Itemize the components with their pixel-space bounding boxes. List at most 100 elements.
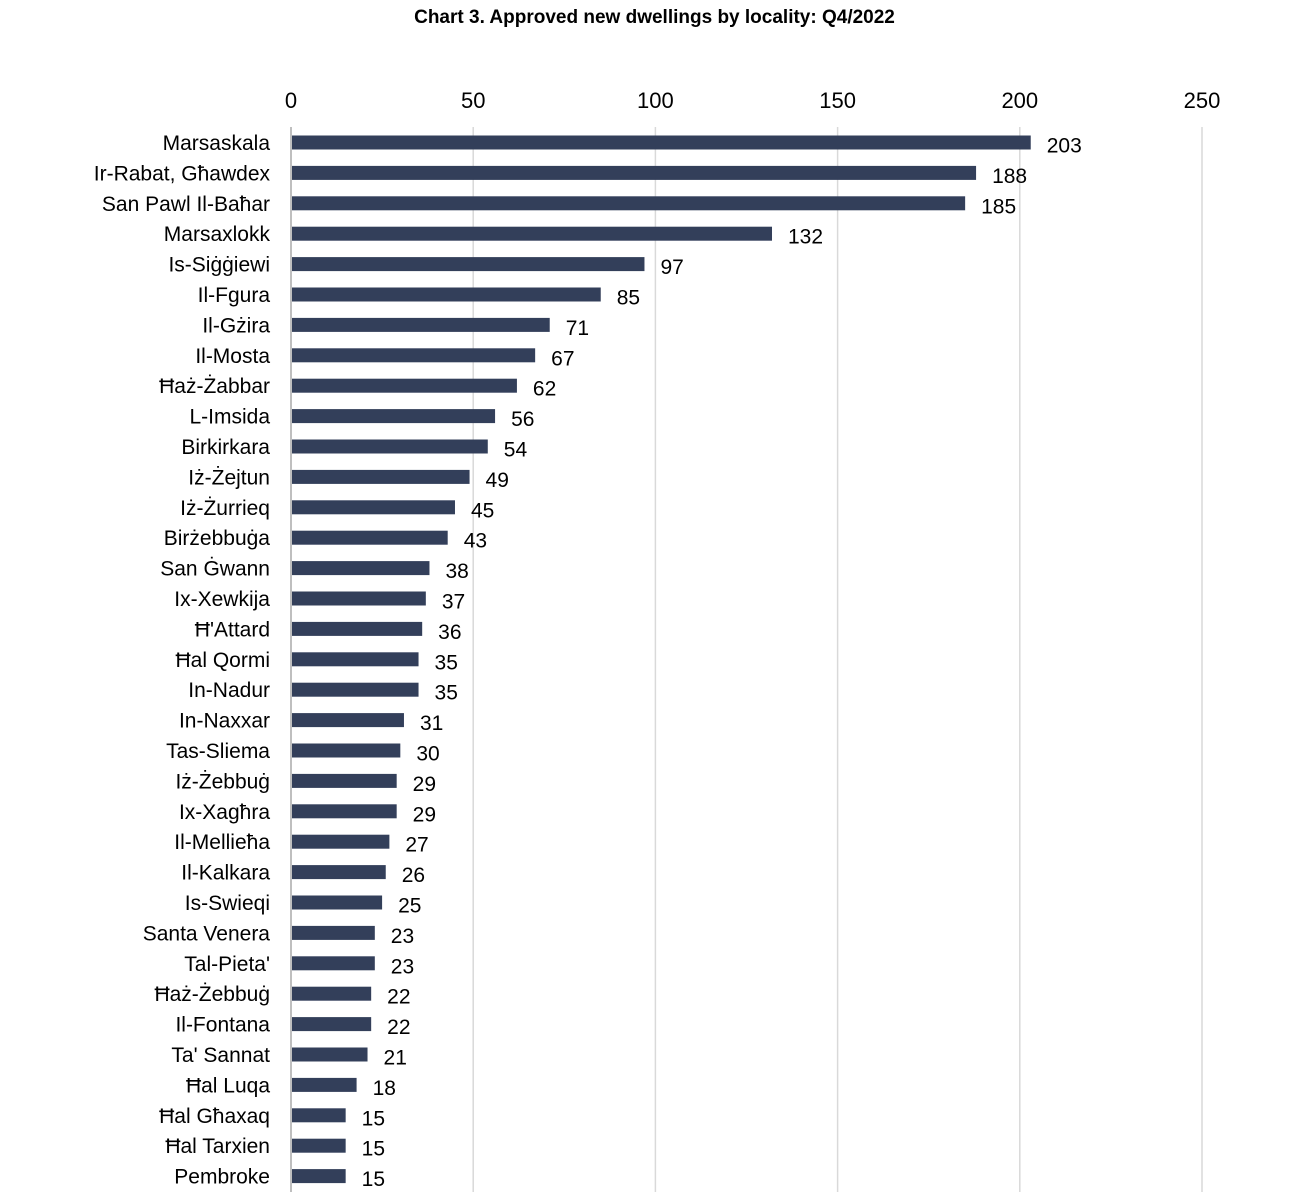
bar-il-mosta-7 (291, 348, 536, 363)
bar-iz-zebbug-21 (291, 773, 397, 788)
category-label-il-gzira-6: Il-Gżira (202, 314, 270, 337)
category-label-al-tarxien-33: Ħal Tarxien (165, 1135, 270, 1158)
value-label-l-imsida-9: 56 (511, 408, 534, 431)
category-label-il-kalkara-24: Il-Kalkara (181, 862, 270, 885)
value-label-il-kalkara-24: 26 (402, 864, 425, 887)
category-label-tal-pieta-27: Tal-Pieta' (184, 953, 270, 976)
bar-marsaxlokk-3 (291, 226, 773, 241)
x-tick-label-100: 100 (637, 88, 674, 113)
category-label-iz-zejtun-11: Iż-Żejtun (188, 466, 270, 489)
category-label-al-g-axaq-32: Ħal Għaxaq (159, 1105, 270, 1128)
category-label-ir-rabat-g-awdex-1: Ir-Rabat, Għawdex (94, 162, 271, 185)
category-label-az-zabbar-8: Ħaż-Żabbar (159, 375, 270, 398)
value-label-tal-pieta-27: 23 (391, 955, 414, 978)
category-label-marsaskala-0: Marsaskala (163, 132, 271, 155)
bar-iz-zejtun-11 (291, 469, 470, 484)
category-label-in-naxxar-19: In-Naxxar (179, 710, 270, 733)
bar-az-zabbar-8 (291, 378, 517, 393)
bar-birkirkara-10 (291, 439, 488, 454)
bar-tal-pieta-27 (291, 956, 375, 971)
x-tick-label-50: 50 (461, 88, 485, 113)
value-label-al-qormi-17: 35 (435, 651, 458, 674)
bar-al-g-axaq-32 (291, 1108, 346, 1123)
value-label-santa-venera-26: 23 (391, 925, 414, 948)
value-label-az-zabbar-8: 62 (533, 378, 556, 401)
bar-iz-zurrieq-12 (291, 500, 455, 515)
category-label-iz-zebbug-21: Iż-Żebbuġ (175, 770, 270, 793)
value-label-san-pawl-il-ba-ar-2: 185 (981, 195, 1016, 218)
bar-ix-xag-ra-22 (291, 804, 397, 819)
value-label-in-naxxar-19: 31 (420, 712, 443, 735)
category-label-tas-sliema-20: Tas-Sliema (166, 740, 270, 763)
bar-in-nadur-18 (291, 682, 419, 697)
category-label-il-mosta-7: Il-Mosta (195, 345, 270, 368)
value-label-iz-zurrieq-12: 45 (471, 499, 494, 522)
bar-l-imsida-9 (291, 409, 496, 424)
data-labels: 203 188 185 132 97 85 71 67 62 56 54 49 45 43 38 37 36 35… (362, 135, 1082, 1192)
value-label-iz-zejtun-11: 49 (486, 469, 509, 492)
value-label-san-gwann-14: 38 (445, 560, 468, 583)
category-label-san-gwann-14: San Ġwann (160, 558, 270, 581)
bar-ix-xewkija-15 (291, 591, 426, 606)
value-label-birkirkara-10: 54 (504, 439, 528, 462)
category-label-az-zebbug-28: Ħaż-Żebbuġ (154, 983, 270, 1006)
bar-attard-16 (291, 621, 423, 636)
gridlines (472, 127, 1203, 1192)
bars (291, 135, 1031, 1184)
x-tick-label-0: 0 (285, 88, 297, 113)
category-label-ix-xag-ra-22: Ix-Xagħra (179, 801, 270, 824)
category-label-birkirkara-10: Birkirkara (181, 436, 270, 459)
x-tick-label-150: 150 (819, 88, 856, 113)
bar-al-tarxien-33 (291, 1138, 346, 1153)
bar-il-fontana-29 (291, 1017, 372, 1032)
bar-ir-rabat-g-awdex-1 (291, 165, 977, 180)
bar-al-luqa-31 (291, 1077, 357, 1092)
value-label-il-mosta-7: 67 (551, 347, 574, 370)
category-label-pembroke-34: Pembroke (174, 1166, 270, 1189)
value-label-ix-xewkija-15: 37 (442, 591, 465, 614)
bar-birzebbuga-13 (291, 530, 448, 545)
category-label-l-imsida-9: L-Imsida (189, 406, 270, 429)
category-label-ix-xewkija-15: Ix-Xewkija (174, 588, 270, 611)
value-label-attard-16: 36 (438, 621, 461, 644)
category-label-il-mellie-a-23: Il-Mellieħa (174, 831, 270, 854)
value-label-il-fgura-5: 85 (617, 287, 640, 310)
category-label-iz-zurrieq-12: Iż-Żurrieq (180, 497, 270, 520)
value-label-ta-sannat-30: 21 (384, 1047, 407, 1070)
category-label-il-fontana-29: Il-Fontana (175, 1014, 270, 1037)
value-label-marsaxlokk-3: 132 (788, 226, 823, 249)
bar-il-mellie-a-23 (291, 834, 390, 849)
bar-il-fgura-5 (291, 287, 601, 302)
value-label-al-tarxien-33: 15 (362, 1138, 385, 1161)
value-label-az-zebbug-28: 22 (387, 986, 410, 1009)
category-label-attard-16: Ħ'Attard (195, 618, 270, 641)
bar-tas-sliema-20 (291, 743, 401, 758)
bar-in-naxxar-19 (291, 713, 404, 728)
category-label-birzebbuga-13: Birżebbuġa (164, 527, 271, 550)
category-label-san-pawl-il-ba-ar-2: San Pawl Il-Baħar (102, 193, 270, 216)
value-label-al-luqa-31: 18 (373, 1077, 396, 1100)
category-label-in-nadur-18: In-Nadur (188, 679, 270, 702)
value-label-al-g-axaq-32: 15 (362, 1107, 385, 1130)
value-label-tas-sliema-20: 30 (416, 743, 439, 766)
value-label-iz-zebbug-21: 29 (413, 773, 436, 796)
bar-is-swieqi-25 (291, 895, 383, 910)
bar-ta-sannat-30 (291, 1047, 368, 1062)
value-label-ir-rabat-g-awdex-1: 188 (992, 165, 1027, 188)
bar-il-kalkara-24 (291, 865, 386, 880)
bar-az-zebbug-28 (291, 986, 372, 1001)
x-tick-label-250: 250 (1184, 88, 1221, 113)
category-label-is-siggiewi-4: Is-Siġġiewi (168, 254, 270, 277)
value-label-ix-xag-ra-22: 29 (413, 803, 436, 826)
value-label-is-swieqi-25: 25 (398, 895, 421, 918)
x-tick-label-200: 200 (1001, 88, 1038, 113)
category-label-al-luqa-31: Ħal Luqa (186, 1074, 270, 1097)
category-labels: Marsaskala Ir-Rabat, Għawdex San Pawl Il-B… (94, 132, 271, 1189)
bar-santa-venera-26 (291, 925, 375, 940)
category-label-marsaxlokk-3: Marsaxlokk (164, 223, 271, 246)
value-label-pembroke-34: 15 (362, 1168, 385, 1191)
x-axis-tick-labels: 0 50 100 150 200 250 (285, 88, 1220, 113)
category-label-is-swieqi-25: Is-Swieqi (185, 892, 270, 915)
bar-pembroke-34 (291, 1169, 346, 1184)
